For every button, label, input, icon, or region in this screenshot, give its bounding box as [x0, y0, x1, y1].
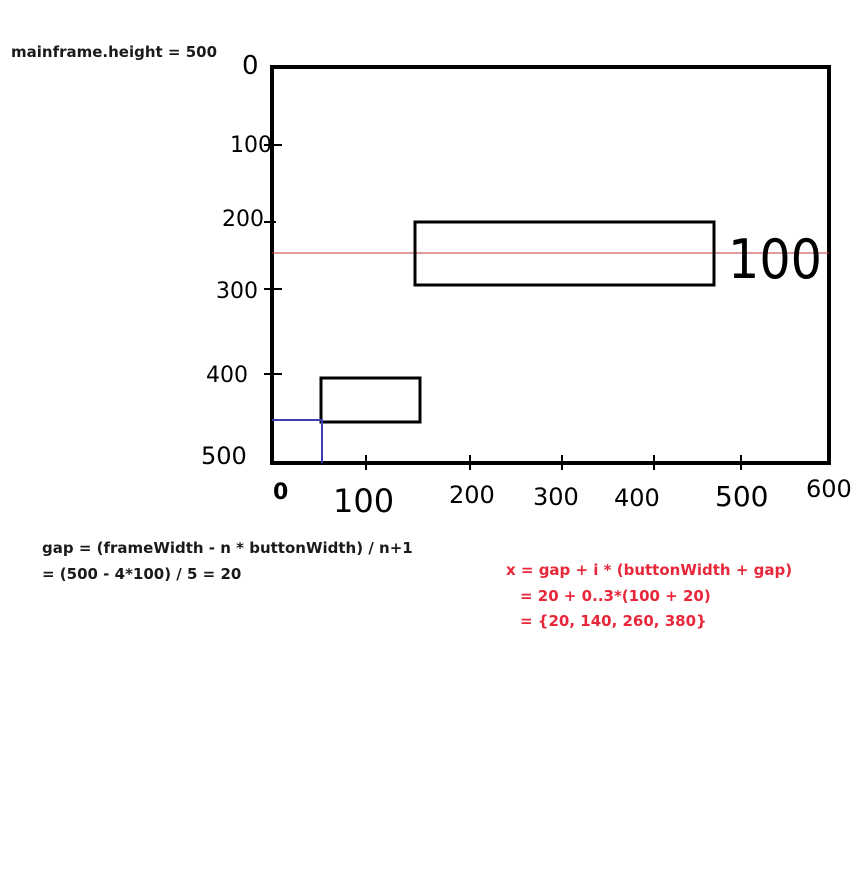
y-tick-label-300: 300: [216, 279, 258, 304]
mainframe-height-label: mainframe.height = 500: [11, 43, 218, 61]
small-button-box: [319, 376, 422, 424]
y-tick-label-0: 0: [242, 51, 259, 81]
x-formula-line-1: x = gap + i * (buttonWidth + gap): [506, 561, 793, 579]
y-tick-label-500: 500: [201, 442, 247, 470]
blue-offset-marker: [272, 419, 323, 463]
x-formula-line-2: = 20 + 0..3*(100 + 20): [520, 587, 711, 605]
large-button-box: [413, 220, 716, 287]
gap-formula-line-2: = (500 - 4*100) / 5 = 20: [42, 565, 242, 583]
x-tick-label-100: 100: [333, 482, 394, 520]
y-tick-label-400: 400: [206, 363, 248, 388]
x-axis-ticks: [365, 455, 742, 470]
x-tick-label-300: 300: [533, 483, 579, 511]
y-tick-label-100: 100: [230, 133, 272, 158]
x-tick-label-0: 0: [273, 480, 288, 505]
x-formula-line-3: = {20, 140, 260, 380}: [520, 612, 707, 630]
gap-formula-line-1: gap = (frameWidth - n * buttonWidth) / n…: [42, 539, 413, 557]
x-tick-label-400: 400: [614, 484, 660, 512]
x-tick-label-600: 600: [806, 475, 852, 503]
x-tick-label-500: 500: [715, 480, 768, 513]
main-frame: [270, 65, 831, 465]
y-tick-label-200: 200: [222, 207, 264, 232]
x-tick-label-200: 200: [449, 481, 495, 509]
y-axis-ticks: [264, 144, 282, 375]
box-size-label: 100: [728, 228, 822, 291]
